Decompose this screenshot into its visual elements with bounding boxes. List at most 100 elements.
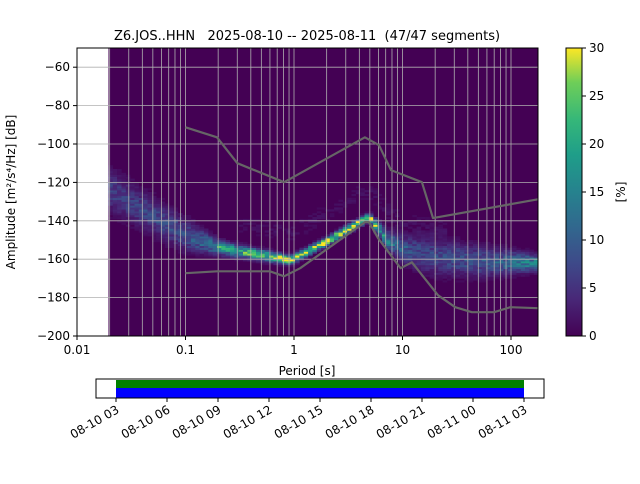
heatmap-cell	[173, 230, 179, 233]
heatmap-cell	[390, 251, 396, 254]
heatmap-cell	[373, 192, 378, 195]
heatmap-cell	[420, 247, 426, 250]
heatmap-cell	[147, 193, 153, 197]
heatmap-cell	[347, 224, 352, 227]
heatmap-cell	[160, 240, 166, 243]
heatmap-cell	[364, 222, 370, 225]
heatmap-cell	[303, 224, 309, 227]
heatmap-cell	[490, 243, 495, 246]
heatmap-cell	[434, 278, 439, 281]
heatmap-cell	[447, 261, 452, 264]
heatmap-cell	[208, 230, 213, 233]
heatmap-cell	[264, 224, 270, 227]
heatmap-cell	[486, 241, 491, 245]
heatmap-cell	[112, 180, 118, 183]
heatmap-cell	[368, 186, 374, 189]
heatmap-cell	[520, 265, 526, 268]
heatmap-cell	[399, 243, 404, 246]
heatmap-cell	[468, 266, 474, 270]
heatmap-cell	[243, 259, 248, 262]
heatmap-cell	[138, 211, 144, 214]
heatmap-cell	[117, 215, 122, 218]
heatmap-cell	[442, 257, 448, 260]
heatmap-cell	[303, 253, 309, 256]
heatmap-cell	[256, 224, 261, 227]
heatmap-cell	[390, 241, 396, 245]
heatmap-cell	[377, 207, 383, 210]
heatmap-cell	[434, 249, 439, 252]
coverage-tick-label: 08-10 09	[170, 402, 224, 441]
heatmap-cell	[438, 226, 443, 229]
heatmap-cell	[386, 220, 391, 223]
heatmap-cell	[156, 224, 161, 227]
heatmap-cell	[147, 211, 153, 214]
heatmap-cell	[156, 234, 161, 237]
heatmap-cell	[217, 238, 222, 241]
heatmap-cell	[321, 236, 326, 239]
heatmap-cell	[243, 249, 248, 252]
heatmap-cell	[195, 222, 200, 225]
heatmap-cell	[212, 251, 218, 254]
heatmap-cell	[420, 230, 426, 233]
heatmap-cell	[412, 253, 417, 256]
heatmap-cell	[347, 230, 352, 233]
heatmap-cell	[425, 255, 430, 258]
heatmap-cell	[460, 241, 465, 245]
heatmap-cell	[399, 226, 404, 229]
heatmap-cell	[273, 224, 278, 227]
heatmap-cell	[151, 213, 157, 216]
heatmap-cell	[108, 169, 114, 172]
heatmap-cell	[260, 263, 265, 266]
heatmap-cell	[316, 238, 322, 241]
heatmap-cell	[381, 234, 387, 237]
heatmap-cell	[481, 265, 487, 268]
heatmap-cell	[525, 259, 530, 262]
y-tick-label: −100	[37, 137, 70, 151]
heatmap-cell	[399, 259, 404, 262]
heatmap-cell	[490, 263, 495, 266]
heatmap-cell	[407, 232, 413, 235]
heatmap-cell	[147, 226, 153, 229]
heatmap-cell	[125, 193, 131, 197]
heatmap-cell	[108, 170, 114, 174]
heatmap-cell	[134, 203, 140, 206]
heatmap-cell	[182, 220, 187, 223]
heatmap-cell	[217, 251, 222, 254]
heatmap-cell	[112, 197, 118, 200]
heatmap-cell	[360, 213, 365, 216]
heatmap-cell	[355, 217, 361, 220]
heatmap-cell	[112, 188, 118, 191]
heatmap-cell	[442, 222, 448, 225]
coverage-tick-label: 08-10 15	[272, 402, 326, 441]
heatmap-cell	[420, 261, 426, 264]
heatmap-cell	[355, 222, 361, 225]
heatmap-cell	[399, 251, 404, 254]
heatmap-cell	[347, 201, 352, 204]
heatmap-cell	[247, 257, 252, 260]
heatmap-cell	[164, 209, 170, 212]
heatmap-cell	[386, 243, 391, 246]
heatmap-cell	[173, 238, 179, 241]
heatmap-cell	[390, 230, 396, 233]
heatmap-cell	[420, 257, 426, 260]
heatmap-cell	[473, 245, 478, 248]
heatmap-cell	[130, 192, 135, 195]
heatmap-cell	[464, 268, 469, 271]
heatmap-cell	[247, 243, 252, 246]
heatmap-cell	[360, 193, 365, 197]
heatmap-cell	[399, 263, 404, 266]
heatmap-cell	[147, 230, 153, 233]
heatmap-cell	[125, 176, 131, 179]
heatmap-cell	[195, 230, 200, 233]
heatmap-cell	[490, 278, 495, 281]
heatmap-cell	[451, 243, 456, 246]
heatmap-cell	[234, 247, 239, 250]
heatmap-cell	[486, 266, 491, 270]
heatmap-cell	[451, 255, 456, 258]
heatmap-cell	[238, 224, 244, 227]
heatmap-cell	[377, 232, 383, 235]
heatmap-cell	[125, 188, 131, 191]
heatmap-cell	[321, 245, 326, 248]
heatmap-cell	[468, 255, 474, 258]
